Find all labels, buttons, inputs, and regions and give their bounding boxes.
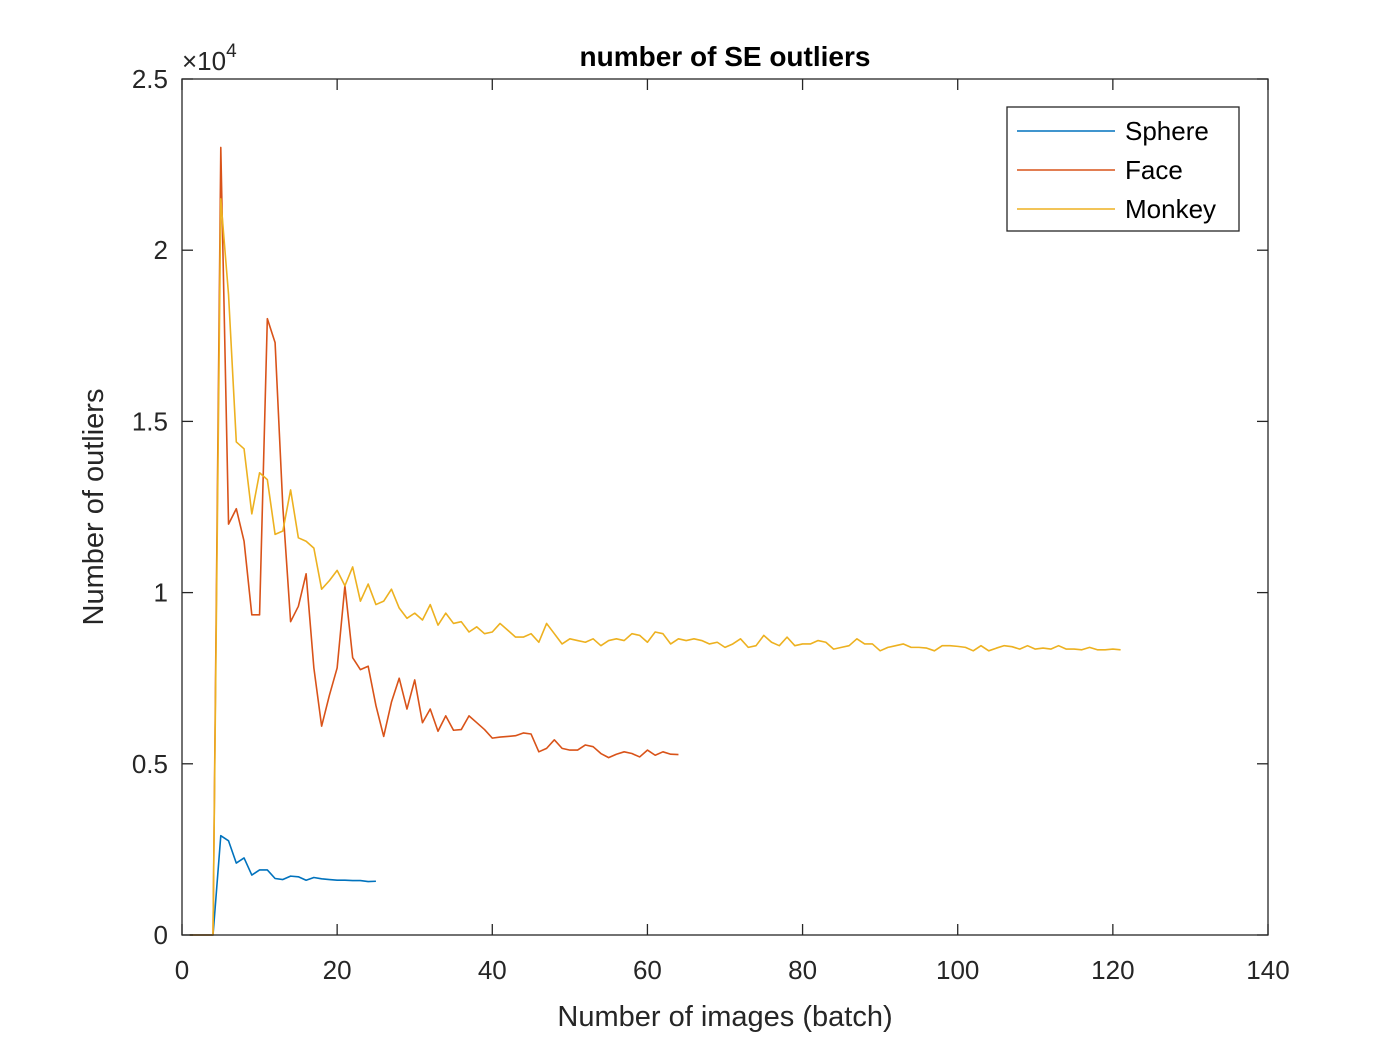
x-tick-label: 140 xyxy=(1246,955,1289,985)
y-tick-label: 2 xyxy=(154,235,168,265)
series-line-sphere xyxy=(189,834,376,936)
y-tick-label: 0.5 xyxy=(132,749,168,779)
series-group xyxy=(189,146,1121,936)
y-axis-ticks: 0 0.5 1 1.5 2 2.5 xyxy=(132,64,1268,950)
x-tick-label: 80 xyxy=(788,955,817,985)
x-tick-label: 20 xyxy=(323,955,352,985)
x-tick-label: 0 xyxy=(175,955,189,985)
axes-box xyxy=(181,78,1269,936)
x-axis-label: Number of images (batch) xyxy=(557,1001,892,1033)
y-tick-label: 2.5 xyxy=(132,64,168,94)
legend-items: Sphere Face Monkey xyxy=(1017,116,1216,224)
legend-label-sphere: Sphere xyxy=(1125,116,1209,146)
x-tick-label: 120 xyxy=(1091,955,1134,985)
series-line-monkey xyxy=(189,198,1121,936)
legend-box xyxy=(1006,106,1240,232)
legend-label-face: Face xyxy=(1125,155,1183,185)
y-exponent-label: ×104 xyxy=(182,41,237,76)
legend: Sphere Face Monkey xyxy=(1006,106,1240,232)
series-line-face xyxy=(189,146,679,936)
y-tick-label: 0 xyxy=(154,920,168,950)
x-tick-label: 60 xyxy=(633,955,662,985)
y-tick-label: 1.5 xyxy=(132,406,168,436)
chart-title: number of SE outliers xyxy=(580,41,871,72)
legend-label-monkey: Monkey xyxy=(1125,194,1216,224)
x-tick-label: 100 xyxy=(936,955,979,985)
x-tick-label: 40 xyxy=(478,955,507,985)
y-tick-label: 1 xyxy=(154,578,168,608)
x-axis-ticks: 0 20 40 60 80 100 120 140 xyxy=(175,79,1290,985)
y-axis-label: Number of outliers xyxy=(78,389,110,626)
